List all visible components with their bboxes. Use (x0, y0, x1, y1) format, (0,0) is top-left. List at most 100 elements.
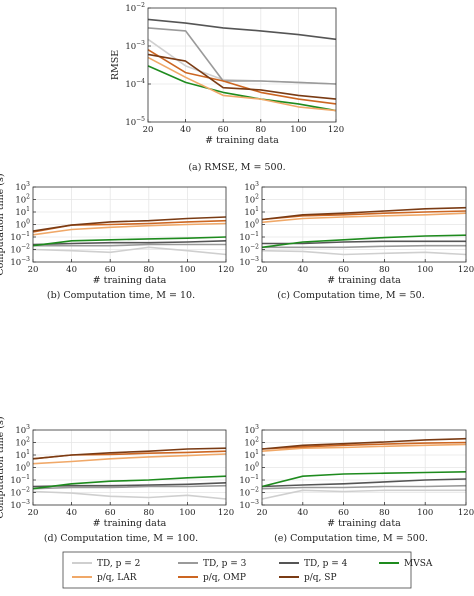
legend-label: TD, p = 3 (203, 559, 247, 569)
caption-c: (c) Computation time, M = 50. (277, 290, 425, 301)
y-tick-label: 103 (244, 424, 259, 436)
x-tick-label: 100 (417, 508, 433, 518)
y-tick-label: 10−1 (10, 231, 30, 243)
series-line-2 (261, 478, 467, 488)
series-line-2 (32, 482, 227, 488)
legend: TD, p = 2 TD, p = 3 TD, p = 4 MVSA p/q, LAR p… (62, 551, 433, 589)
legend-item: TD, p = 3 (178, 559, 247, 569)
legend-item: p/q, SP (279, 573, 337, 583)
x-tick-label: 80 (143, 508, 154, 518)
series-line-3 (261, 471, 467, 488)
y-tick-label: 10−3 (125, 40, 145, 52)
series-line-4 (261, 212, 467, 224)
x-axis-label: # training data (93, 275, 167, 286)
legend-label: p/q, OMP (203, 573, 246, 583)
caption-e: (e) Computation time, M = 500. (274, 533, 428, 544)
series-line-3 (32, 475, 227, 490)
chart-d: 20 40 60 80 100 12010−310−210−1100101102103# … (0, 416, 234, 529)
y-tick-label: 10−2 (239, 244, 259, 256)
x-tick-label: 20 (28, 508, 39, 518)
x-tick-label: 40 (180, 125, 191, 135)
x-tick-label: 100 (290, 125, 306, 135)
series-line-2 (147, 18, 337, 41)
x-tick-label: 20 (28, 265, 39, 275)
y-axis-label: Computation time (s) (0, 173, 6, 275)
grid (261, 429, 467, 506)
y-tick-label: 10−2 (10, 244, 30, 256)
caption-d: (d) Computation time, M = 100. (44, 533, 198, 544)
y-tick-label: 10−3 (10, 499, 30, 511)
y-tick-label: 101 (15, 206, 30, 218)
legend-item: TD, p = 4 (279, 559, 348, 569)
legend-item: p/q, OMP (178, 573, 246, 583)
x-tick-label: 80 (255, 125, 266, 135)
y-tick-label: 102 (15, 194, 30, 206)
x-axis-label: # training data (205, 135, 279, 146)
x-tick-label: 60 (218, 125, 229, 135)
series-line-1 (261, 484, 467, 490)
y-axis-label: RMSE (110, 50, 121, 80)
legend-label: TD, p = 4 (304, 559, 348, 569)
x-tick-label: 40 (297, 265, 308, 275)
caption-a: (a) RMSE, M = 500. (188, 162, 285, 173)
y-tick-label: 100 (15, 219, 30, 231)
y-tick-label: 10−2 (239, 487, 259, 499)
y-tick-label: 102 (244, 437, 259, 449)
series-line-6 (32, 216, 227, 232)
x-axis-label: # training data (93, 518, 167, 529)
y-tick-label: 10−1 (239, 474, 259, 486)
series-line-4 (32, 453, 227, 465)
series-line-6 (32, 447, 227, 460)
x-tick-label: 100 (179, 265, 195, 275)
y-tick-label: 10−3 (10, 256, 30, 268)
x-tick-label: 100 (179, 508, 195, 518)
legend-box (62, 551, 412, 589)
y-tick-label: 101 (244, 449, 259, 461)
legend-label: p/q, LAR (97, 573, 137, 583)
x-tick-label: 120 (218, 508, 234, 518)
series-line-1 (147, 27, 337, 85)
series-line-2 (32, 240, 227, 246)
x-tick-label: 60 (338, 508, 349, 518)
y-tick-label: 101 (244, 206, 259, 218)
y-tick-label: 10−2 (10, 487, 30, 499)
x-tick-label: 60 (105, 265, 116, 275)
y-tick-label: 10−1 (239, 231, 259, 243)
chart-captions: (a) RMSE, M = 500. (b) Computation time,… (44, 162, 428, 544)
legend-label: p/q, SP (304, 573, 337, 583)
grid (32, 429, 227, 506)
chart-b: 20 40 60 80 100 12010−310−210−1100101102103# … (0, 173, 234, 286)
axes-frame (147, 7, 337, 123)
y-tick-label: 10−5 (125, 116, 145, 128)
y-tick-label: 101 (15, 449, 30, 461)
x-tick-label: 20 (143, 125, 154, 135)
legend-label: TD, p = 2 (97, 559, 140, 569)
y-tick-label: 10−3 (239, 499, 259, 511)
y-axis-label: Computation time (s) (0, 416, 6, 518)
x-tick-label: 20 (257, 508, 268, 518)
chart-c: 20 40 60 80 100 12010−310−210−1100101102103# … (239, 181, 474, 286)
y-tick-label: 10−4 (125, 78, 145, 90)
x-tick-label: 80 (379, 508, 390, 518)
legend-item: p/q, LAR (72, 573, 137, 583)
series-line-4 (32, 222, 227, 236)
y-tick-label: 102 (15, 437, 30, 449)
chart-a: 20 40 60 80 100 120 10−5 10−4 10−3 10−2 # training… (110, 2, 344, 146)
x-tick-label: 40 (66, 265, 77, 275)
series-line-4 (261, 443, 467, 452)
y-tick-label: 103 (244, 181, 259, 193)
x-tick-label: 100 (417, 265, 433, 275)
x-axis-label: # training data (327, 275, 401, 286)
x-tick-label: 40 (297, 508, 308, 518)
y-tick-label: 103 (15, 424, 30, 436)
x-tick-label: 120 (458, 508, 474, 518)
legend-label: MVSA (404, 559, 433, 569)
series-line-0 (32, 246, 227, 256)
x-tick-label: 20 (257, 265, 268, 275)
x-tick-label: 120 (328, 125, 344, 135)
y-tick-label: 100 (15, 462, 30, 474)
series-line-1 (32, 484, 227, 490)
x-tick-label: 80 (379, 265, 390, 275)
